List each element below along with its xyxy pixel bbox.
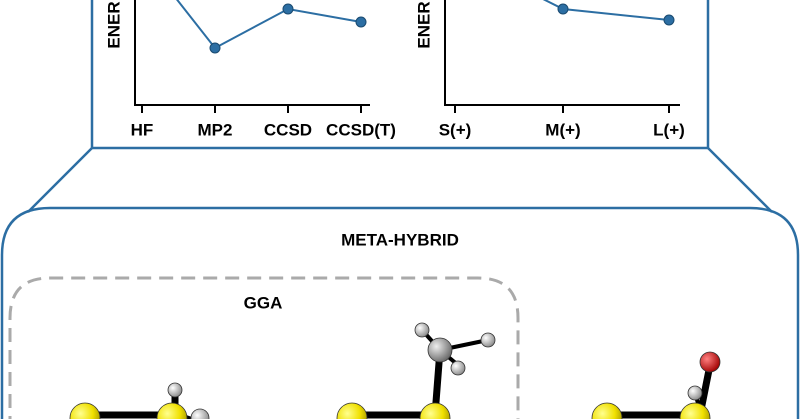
atoms: [69, 322, 721, 419]
axes: [444, 0, 680, 106]
point: [209, 42, 221, 54]
x-tick-label: S(+): [439, 120, 472, 139]
point: [282, 3, 294, 15]
point: [557, 3, 569, 15]
x-tick-label: MP2: [198, 120, 233, 139]
gga-label: GGA: [244, 293, 283, 312]
point: [663, 14, 675, 26]
line-chart: ENER S(+) M(+) L(+): [414, 0, 685, 139]
plot: [176, 0, 367, 54]
y-axis-label: ENER: [414, 1, 433, 48]
x-tick-label: CCSD(T): [326, 120, 396, 139]
line-chart: ENER HF MP2 CCSD CCSD(T): [104, 0, 396, 139]
y-axis-label: ENER: [104, 1, 123, 48]
point: [355, 16, 367, 28]
axes: [134, 0, 370, 106]
meta-hybrid-label: META-HYBRID: [341, 230, 459, 249]
x-tick-label: CCSD: [264, 120, 312, 139]
x-tick-label: L(+): [653, 120, 685, 139]
plot: [542, 0, 675, 26]
x-tick-label: HF: [131, 120, 154, 139]
x-tick-label: M(+): [545, 120, 580, 139]
series-line: [176, 0, 362, 50]
